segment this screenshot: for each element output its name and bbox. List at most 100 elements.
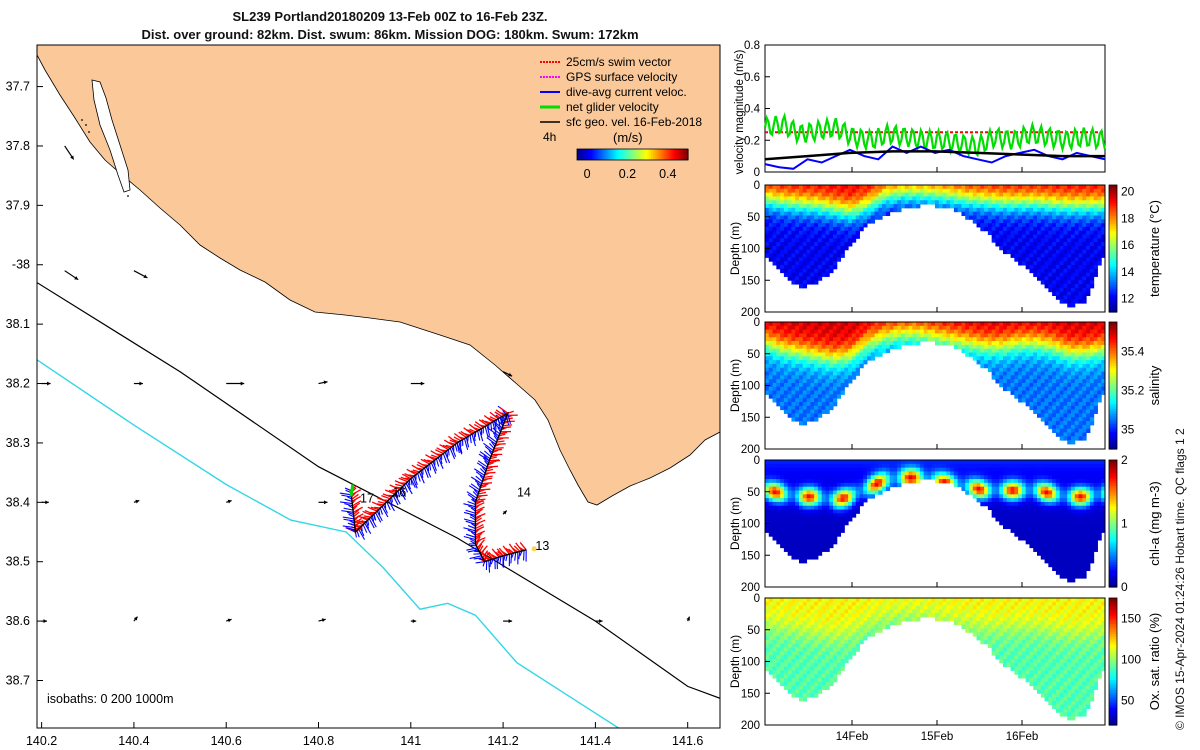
section-cell	[829, 200, 834, 205]
section-cell	[1006, 513, 1012, 518]
section-cell	[1025, 185, 1030, 190]
section-cell	[863, 204, 868, 209]
section-cell	[765, 200, 770, 205]
section-cell	[783, 505, 789, 511]
section-cell	[942, 475, 947, 480]
section-cell	[814, 390, 819, 395]
section-cell	[1037, 540, 1042, 545]
section-cell	[1059, 329, 1064, 334]
section-cell	[833, 394, 838, 399]
section-cell	[780, 245, 785, 251]
dive-avg-vector	[362, 524, 368, 533]
swim-vector	[475, 532, 483, 538]
section-cell	[1040, 245, 1046, 251]
section-cell	[799, 482, 804, 488]
section-cell	[995, 188, 1000, 194]
section-cell	[1078, 234, 1083, 239]
section-cell	[870, 471, 876, 476]
section-cell	[817, 490, 823, 495]
section-cell	[765, 226, 770, 232]
section-cell	[1082, 295, 1087, 300]
section-cell	[863, 467, 868, 472]
section-cell	[953, 325, 959, 331]
map-y-tick-label: 38.4	[6, 495, 30, 509]
section-cell	[1037, 536, 1042, 541]
section-cell	[1029, 509, 1034, 514]
section-cell	[1018, 490, 1023, 495]
section-cell	[844, 356, 849, 361]
section-cell	[848, 375, 853, 380]
section-cell	[995, 371, 1000, 376]
section-cell	[991, 223, 996, 228]
section-cell	[1074, 238, 1080, 243]
section-cell	[1093, 329, 1098, 334]
section-cell	[965, 329, 970, 334]
section-cell	[787, 207, 792, 213]
section-cell	[1010, 219, 1015, 224]
section-cell	[1101, 249, 1106, 255]
section-cell	[935, 196, 940, 201]
section-cell	[776, 532, 781, 537]
section-cell	[1018, 482, 1023, 488]
section-cell	[889, 325, 894, 331]
section-cell	[765, 505, 770, 511]
map-x-tick-label: 140.2	[26, 734, 57, 748]
section-cell	[1055, 356, 1061, 361]
section-cell	[836, 494, 842, 499]
section-cell	[991, 467, 996, 472]
section-cell	[1071, 230, 1076, 236]
section-cell	[802, 394, 808, 399]
section-cell	[1010, 460, 1015, 465]
section-cell	[768, 467, 774, 472]
dive-avg-vector	[479, 451, 491, 460]
map-y-tick-label: 38.5	[6, 555, 30, 569]
section-cell	[806, 479, 811, 484]
section-cell	[1063, 276, 1068, 281]
section-cell	[772, 379, 777, 384]
section-cell	[904, 479, 910, 484]
swim-vector	[495, 409, 505, 416]
section-cell	[870, 188, 876, 194]
section-cell	[844, 360, 849, 365]
dive-avg-vector	[463, 527, 476, 532]
section-cell	[999, 242, 1004, 247]
section-cell	[1010, 215, 1015, 220]
current-vector-head	[412, 619, 417, 624]
section-cell	[821, 501, 826, 507]
section-cell	[814, 398, 819, 403]
section-cell	[806, 226, 811, 232]
section-cell	[1074, 245, 1080, 251]
section-cell	[1014, 460, 1019, 465]
dive-avg-vector	[493, 435, 498, 441]
dive-avg-vector	[474, 480, 482, 487]
velocity-ylabel: velocity magnitude (m/s)	[734, 50, 746, 175]
section-cell	[833, 379, 838, 384]
section-cell	[980, 325, 985, 331]
section-cell	[969, 467, 974, 472]
swim-vector	[475, 500, 485, 503]
section-cell	[1006, 188, 1012, 194]
section-cell	[799, 238, 804, 243]
section-cell	[795, 223, 800, 228]
section-cell	[972, 352, 978, 357]
section-cell	[787, 344, 792, 350]
section-cell	[1044, 398, 1049, 403]
section-cell	[893, 344, 898, 350]
colorbar-swatch	[602, 149, 606, 160]
section-cell	[965, 341, 970, 346]
section-cell	[859, 215, 864, 220]
section-cell	[995, 234, 1000, 239]
dive-avg-vector	[451, 446, 457, 457]
section-cell	[791, 268, 796, 274]
section-cell	[1025, 467, 1030, 472]
dive-avg-vector	[439, 455, 443, 465]
section-cell	[844, 223, 849, 228]
section-cell	[957, 471, 962, 476]
colorbar-swatch	[652, 149, 656, 160]
section-cell	[802, 494, 808, 499]
section-cell	[776, 517, 781, 522]
section-cell	[840, 329, 845, 334]
section-cell	[1003, 498, 1008, 503]
section-cell	[1018, 386, 1023, 392]
section-cell	[1033, 509, 1038, 514]
